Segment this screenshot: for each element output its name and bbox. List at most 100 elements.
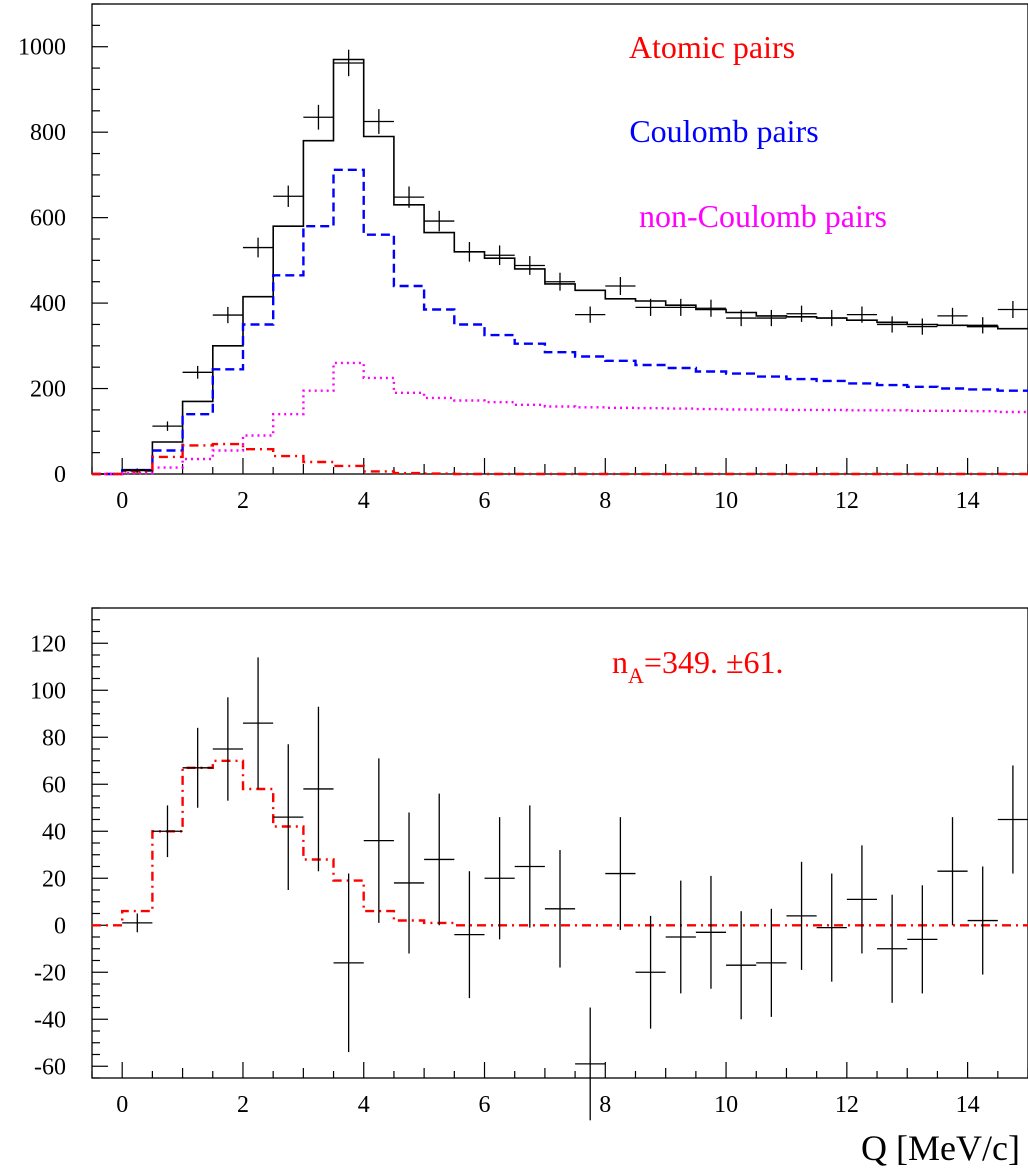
- data-point: [212, 697, 243, 801]
- data-point: [393, 186, 425, 208]
- x-axis-label: Q [MeV/c]: [861, 1128, 1020, 1168]
- data-point: [242, 657, 274, 789]
- data-point: [363, 109, 394, 134]
- y-tick-label: 0: [54, 913, 66, 939]
- data-point: [212, 306, 243, 324]
- data-point: [997, 300, 1028, 319]
- data-point: [333, 873, 364, 1053]
- data-point: [726, 309, 757, 327]
- x-tick-label: 6: [479, 488, 491, 514]
- series-coulomb-pairs-histogram: [92, 168, 1028, 476]
- x-tick-label: 10: [714, 488, 738, 514]
- y-tick-label: 200: [30, 377, 66, 403]
- series-total-histogram: [92, 759, 1028, 927]
- y-tick-label: 0: [54, 462, 66, 488]
- legend-non-coulomb-pairs: non-Coulomb pairs: [639, 198, 887, 234]
- x-tick-label: 0: [116, 1092, 128, 1118]
- plot-frame: [91, 607, 1028, 1079]
- data-point: [242, 237, 274, 258]
- data-point: [726, 911, 757, 1020]
- data-point: [122, 913, 153, 933]
- data-point: [907, 318, 938, 335]
- data-point: [695, 875, 727, 989]
- data-point: [786, 305, 817, 322]
- data-point: [605, 277, 636, 295]
- y-tick-label: -40: [34, 1007, 66, 1033]
- x-tick-label: 4: [358, 488, 370, 514]
- data-point: [484, 245, 515, 266]
- data-point: [967, 317, 998, 334]
- x-tick-label: 2: [237, 1092, 249, 1118]
- fit-result-annotation: nA=349. ±61.: [612, 644, 784, 688]
- fit-result-n: n: [612, 644, 628, 680]
- data-point: [363, 758, 394, 923]
- plot-frame: [91, 3, 1028, 475]
- data-point: [877, 316, 908, 333]
- y-tick-label: 120: [30, 631, 66, 657]
- y-tick-label: 100: [30, 678, 66, 704]
- data-point: [967, 866, 998, 975]
- legend-atomic-pairs: Atomic pairs: [629, 29, 795, 65]
- data-point: [454, 871, 485, 999]
- fit-result-subscript: A: [628, 663, 644, 688]
- data-point: [303, 706, 334, 872]
- data-point: [393, 812, 425, 954]
- data-point: [756, 309, 787, 327]
- top-panel: 0 2 4 6 8 10 12 14 0 200 400 600 800 1000 Atomic pair…: [18, 3, 1028, 514]
- fit-result-value: =349. ±61.: [644, 644, 784, 680]
- data-point: [605, 817, 636, 930]
- series-non-coulomb-pairs-histogram: [92, 361, 1028, 476]
- data-point: [273, 185, 304, 207]
- data-point: [937, 307, 968, 325]
- y-tick-label: 40: [42, 819, 66, 845]
- data-point: [575, 306, 606, 323]
- data-point: [665, 298, 696, 316]
- data-point: [122, 468, 153, 473]
- x-tick-label: 10: [714, 1092, 738, 1118]
- y-tick-label: -60: [34, 1054, 66, 1080]
- legend: Atomic pairs Coulomb pairs non-Coulomb p…: [629, 29, 887, 234]
- y-tick-label: 800: [30, 120, 66, 146]
- data-point: [484, 817, 515, 940]
- data-point: [182, 365, 213, 379]
- x-tick-label: 0: [116, 488, 128, 514]
- y-tick-label: 80: [42, 725, 66, 751]
- y-tick-label: 60: [42, 772, 66, 798]
- data-point: [273, 744, 304, 890]
- x-tick-label: 4: [358, 1092, 370, 1118]
- x-tick-label: 12: [835, 1092, 859, 1118]
- data-point: [152, 421, 183, 431]
- data-point: [635, 915, 666, 1029]
- data-point: [816, 873, 847, 982]
- data-point: [786, 861, 817, 970]
- data-point: [152, 805, 183, 858]
- x-tick-label: 2: [237, 488, 249, 514]
- series-total-histogram: [92, 58, 1028, 475]
- y-tick-label: -20: [34, 960, 66, 986]
- data-point: [514, 256, 545, 275]
- data-point: [424, 793, 455, 926]
- data-point: [544, 850, 576, 968]
- data-point: [333, 49, 364, 77]
- data-point: [514, 805, 545, 928]
- data-point: [695, 299, 727, 317]
- data-point: [635, 298, 666, 316]
- data-point: [846, 306, 878, 323]
- data-point: [846, 845, 878, 954]
- x-tick-label: 8: [599, 1092, 611, 1118]
- data-point: [756, 908, 787, 1017]
- data-point: [907, 885, 938, 994]
- data-point: [816, 309, 847, 327]
- data-point: [877, 894, 908, 1003]
- y-tick-label: 20: [42, 866, 66, 892]
- data-point: [182, 727, 213, 808]
- y-tick-label: 1000: [18, 35, 66, 61]
- data-point: [424, 210, 455, 232]
- series-atomic-pairs-histogram: [92, 442, 1028, 476]
- x-tick-label: 6: [479, 1092, 491, 1118]
- legend-coulomb-pairs: Coulomb pairs: [629, 113, 818, 149]
- x-tick-label: 12: [835, 488, 859, 514]
- x-tick-label: 8: [599, 488, 611, 514]
- y-tick-label: 400: [30, 291, 66, 317]
